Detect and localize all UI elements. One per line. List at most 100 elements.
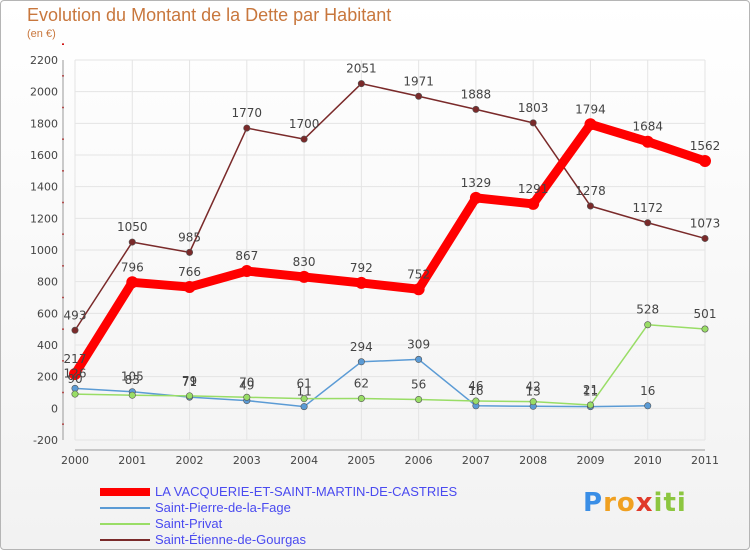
y-tick-label: 1000 [30,244,58,257]
data-point [644,321,652,329]
data-point [415,92,423,100]
data-point [586,401,594,409]
y-tick-label: 2200 [30,54,58,67]
data-point [128,238,136,246]
data-point [641,135,654,148]
data-point [126,276,139,289]
data-label: 11 [583,385,598,399]
data-label: 105 [121,370,144,384]
x-tick-label: 2009 [576,454,604,467]
x-tick-label: 2002 [176,454,204,467]
series-line-0 [70,119,710,379]
legend-label: Saint-Pierre-de-la-Fage [155,500,291,515]
data-point [527,197,540,210]
data-point [357,80,365,88]
data-label: 1971 [403,74,434,88]
series-line-2 [74,323,706,406]
data-point [240,265,253,278]
data-label: 61 [296,377,311,391]
data-point [586,202,594,210]
data-point [128,391,136,399]
data-label: 294 [350,340,373,354]
data-label: 42 [526,380,541,394]
data-label: 2051 [346,62,377,76]
data-point [69,367,81,380]
legend-label: LA VACQUERIE-ET-SAINT-MARTIN-DE-CASTRIES [155,484,458,499]
data-point [186,392,194,400]
data-label: 1562 [690,139,721,153]
series-line-3 [74,82,706,332]
data-label: 79 [182,374,197,388]
data-point [469,191,482,204]
data-label: 493 [64,308,87,322]
data-label: 501 [694,307,717,321]
data-label: 62 [354,377,369,391]
data-label: 70 [239,375,254,389]
data-label: 796 [121,260,144,274]
data-label: 21 [583,383,598,397]
chart-unit: (en €) [27,28,56,40]
data-label: 1794 [575,102,606,116]
data-label: 766 [178,265,201,279]
data-point [355,276,368,289]
y-tick-label: 200 [37,371,58,384]
legend-label: Saint-Privat [155,516,223,531]
data-label: 217 [64,352,87,366]
data-label: 49 [239,379,254,393]
x-tick-label: 2011 [691,454,719,467]
data-label: 90 [67,372,82,386]
data-label: 830 [293,255,316,269]
data-label: 16 [468,384,483,398]
data-label: 528 [636,303,659,317]
legend-swatch-2 [100,523,150,525]
data-label: 126 [64,366,87,380]
data-point [71,390,79,398]
data-point [357,395,365,403]
data-point [243,393,251,401]
x-tick-label: 2004 [290,454,318,467]
data-label: 1803 [518,101,549,115]
brand-letter: r [603,488,617,518]
data-point [71,326,79,334]
y-tick-label: 2000 [30,86,58,99]
data-label: 46 [468,379,483,393]
data-point [529,398,537,406]
x-tick-label: 2000 [61,454,89,467]
x-tick-label: 2007 [462,454,490,467]
data-label: 1329 [461,176,492,190]
data-point [243,124,251,132]
data-point [412,283,425,296]
x-tick-label: 2008 [519,454,547,467]
brand-letter: i [676,488,687,518]
data-label: 16 [640,384,655,398]
data-point [701,325,709,333]
data-point [644,402,652,410]
data-label: 792 [350,261,373,275]
data-label: 1684 [632,120,663,134]
brand-letter: P [583,488,604,518]
data-point [186,248,194,256]
y-tick-label: -200 [33,434,58,447]
data-label: 11 [296,385,311,399]
data-point [415,395,423,403]
data-point [300,395,308,403]
series [69,80,711,411]
x-tick-label: 2010 [634,454,662,467]
y-tick-label: 800 [37,276,58,289]
legend-swatch-3 [100,539,150,541]
data-label: 1172 [632,201,663,215]
x-tick-label: 2006 [405,454,433,467]
data-label: 1770 [232,106,263,120]
y-tick-label: 1200 [30,212,58,225]
x-tick-label: 2005 [347,454,375,467]
y-tick-label: 0 [51,402,58,415]
proxiti-logo: Proxiti [583,488,687,518]
brand-letter: i [653,488,664,518]
data-label: 56 [411,377,426,391]
data-point [699,155,711,168]
y-tick-label: 600 [37,307,58,320]
data-point [357,358,365,366]
data-labels: 493 1050 985 1770 1700 2051 1971 1888 1803 1278 11… [64,62,721,399]
y-tick-label: 1400 [30,181,58,194]
